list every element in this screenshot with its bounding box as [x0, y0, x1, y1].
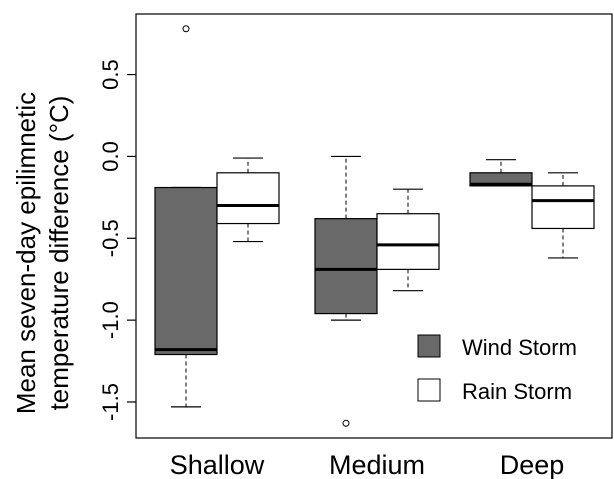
y-axis-title-line-1: Mean seven-day epilimnetic	[11, 92, 41, 414]
plot-frame	[135, 13, 613, 439]
y-tick-label: 0.5	[98, 59, 123, 90]
outlier-point	[342, 419, 350, 427]
y-tick-label: -1.0	[98, 301, 123, 339]
outlier-point	[182, 25, 190, 33]
box-body	[469, 172, 533, 187]
legend: Wind Storm Rain Storm	[417, 334, 577, 404]
legend-label-wind-storm: Wind Storm	[462, 335, 577, 360]
y-tick-label: -1.5	[98, 383, 123, 421]
box-body	[314, 218, 378, 315]
box-body	[216, 172, 280, 225]
x-category-label: Shallow	[170, 450, 265, 479]
box-body	[376, 213, 440, 270]
legend-label-rain-storm: Rain Storm	[462, 379, 572, 404]
box-body	[531, 185, 595, 230]
box-body	[154, 186, 218, 356]
x-axis-labels: Shallow Medium Deep	[170, 450, 565, 479]
y-axis-title-line-2: temperature difference (°C)	[44, 96, 74, 411]
legend-swatch-rain-storm	[417, 378, 441, 402]
box-wind-storm-shallow	[154, 25, 218, 408]
box-wind-storm-medium	[314, 155, 378, 427]
box-rain-storm-deep	[531, 172, 595, 259]
y-axis: 0.5 0.0 -0.5 -1.0 -1.5	[98, 59, 136, 421]
box-wind-storm-deep	[469, 159, 533, 187]
box-rain-storm-shallow	[216, 157, 280, 243]
x-category-label: Deep	[500, 450, 565, 479]
box-rain-storm-medium	[376, 188, 440, 292]
y-tick-label: -0.5	[98, 219, 123, 257]
legend-swatch-wind-storm	[417, 334, 441, 358]
y-tick-label: 0.0	[98, 141, 123, 172]
boxes	[154, 25, 595, 427]
x-category-label: Medium	[329, 450, 425, 479]
